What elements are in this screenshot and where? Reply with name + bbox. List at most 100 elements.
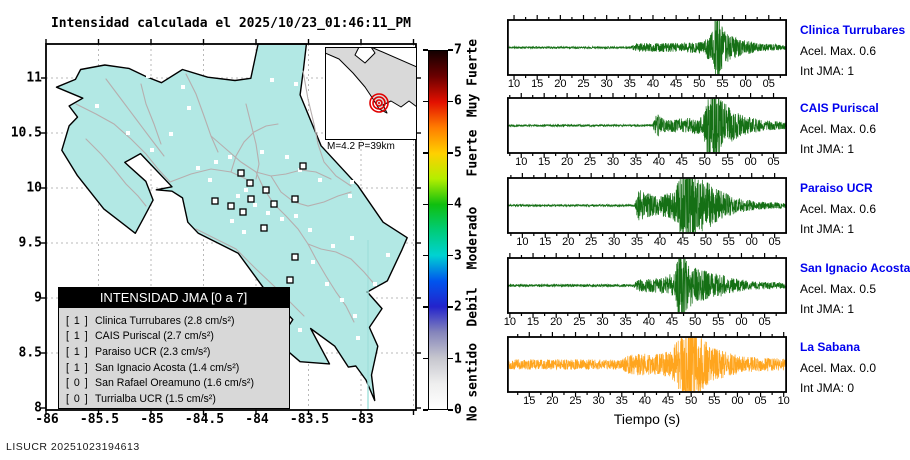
- colorbar-category-label: Muy Fuerte: [465, 39, 481, 118]
- footer-id: LISUCR 20251023194613: [6, 441, 140, 453]
- station-name: Clinica Turrubares: [800, 23, 906, 37]
- station-acel-max: Acel. Max. 0.6: [800, 202, 877, 216]
- time-tick-label: 55: [721, 156, 734, 168]
- station-marker: [363, 168, 367, 172]
- colorbar-value-label: 0: [454, 402, 462, 418]
- seismogram-frame: [506, 257, 788, 314]
- colorbar-tick: [423, 203, 428, 206]
- station-int-jma: Int JMA: 1: [800, 64, 855, 78]
- epicenter-inset-map: [325, 47, 417, 140]
- colorbar-tick: [423, 152, 428, 154]
- legend-item-intensity: [ 1 ]: [66, 361, 89, 374]
- waveform-trace: [508, 20, 786, 75]
- time-tick-label: 00: [731, 395, 744, 407]
- colorbar-tick: [448, 203, 453, 206]
- intensity-station-marker: [246, 179, 254, 187]
- time-tick-label: 20: [550, 316, 563, 328]
- lat-tick-label: 10: [26, 180, 42, 196]
- map-frame: [45, 43, 417, 411]
- time-tick-label: 10: [515, 156, 528, 168]
- legend-item-station: Paraiso UCR (2.3 cm/s²): [95, 345, 211, 358]
- lat-tick-label: 8: [34, 400, 42, 416]
- station-marker: [146, 74, 150, 78]
- waveform-trace: [508, 337, 786, 392]
- time-tick-label: 30: [606, 156, 620, 168]
- time-tick-label: 50: [685, 395, 698, 407]
- colorbar-category-label: Debil: [465, 287, 481, 327]
- time-tick-label: 05: [758, 316, 771, 328]
- intensity-station-marker: [237, 169, 245, 177]
- time-tick-label: 45: [661, 395, 675, 407]
- time-tick-label: 55: [716, 78, 729, 90]
- intensity-station-marker: [270, 200, 278, 208]
- intensity-station-markers: [211, 162, 307, 284]
- time-tick-label: 35: [630, 236, 644, 248]
- time-tick-label: 35: [623, 78, 636, 90]
- legend-item: [ 1 ] San Ignacio Acosta (1.4 cm/s²): [66, 360, 239, 375]
- time-ticks: [513, 15, 781, 80]
- time-tick-label: 00: [744, 156, 757, 168]
- time-tick-label: 40: [653, 236, 667, 248]
- station-marker: [260, 150, 264, 154]
- station-marker: [353, 314, 357, 318]
- colorbar-tick: [423, 306, 428, 308]
- colorbar-category-label: No sentido: [465, 342, 481, 421]
- colorbar-value-label: 2: [454, 299, 462, 315]
- colorbar-value-label: 6: [454, 93, 462, 109]
- station-marker: [280, 217, 284, 221]
- intensity-station-marker: [239, 208, 247, 216]
- colorbar-value-label: 1: [454, 351, 462, 367]
- station-marker: [95, 104, 99, 108]
- lon-tick-label: -84: [245, 412, 269, 427]
- time-tick-label: 45: [676, 236, 690, 248]
- time-tick-label: 40: [638, 395, 652, 407]
- legend-item: [ 1 ] Paraiso UCR (2.3 cm/s²): [66, 344, 210, 359]
- colorbar-tick: [448, 409, 453, 411]
- legend-item: [ 1 ] Clinica Turrubares (2.8 cm/s²): [66, 313, 235, 328]
- station-marker: [308, 228, 312, 232]
- station-marker: [150, 148, 154, 152]
- station-marker: [325, 282, 329, 286]
- station-name: CAIS Puriscal: [800, 101, 879, 115]
- station-markers: [95, 74, 390, 340]
- seismogram-5: [506, 332, 788, 397]
- page-title: Intensidad calculada el 2025/10/23_01:46…: [50, 16, 412, 31]
- station-marker: [311, 260, 315, 264]
- station-marker: [230, 219, 234, 223]
- time-tick-label: 25: [577, 78, 590, 90]
- colorbar-tick: [448, 152, 453, 154]
- time-tick-label: 55: [712, 316, 725, 328]
- time-tick-label: 10: [503, 316, 516, 328]
- intensity-station-marker: [291, 253, 299, 261]
- intensity-colorbar: [428, 50, 448, 410]
- legend-item: [ 0 ] San Rafael Oreamuno (1.6 cm/s²): [66, 376, 254, 391]
- station-marker: [266, 211, 270, 215]
- legend-item-station: San Ignacio Acosta (1.4 cm/s²): [95, 361, 240, 374]
- time-tick-label: 05: [768, 236, 781, 248]
- time-tick-label: 25: [573, 316, 586, 328]
- legend-item-intensity: [ 1 ]: [66, 330, 89, 343]
- colorbar-tick: [423, 49, 428, 51]
- time-tick-label: 25: [569, 395, 582, 407]
- station-marker: [294, 214, 298, 218]
- costa-rica-map: [41, 39, 421, 415]
- time-tick-label: 55: [722, 236, 735, 248]
- time-tick-label: 30: [600, 78, 613, 90]
- station-int-jma: Int JMA: 1: [800, 142, 855, 156]
- legend-item-station: CAIS Puriscal (2.7 cm/s²): [95, 330, 214, 343]
- station-marker: [169, 132, 173, 136]
- time-ticks: [509, 93, 775, 158]
- colorbar-tick: [423, 100, 428, 103]
- time-tick-label: 50: [698, 156, 711, 168]
- lat-tick-label: 9: [34, 290, 42, 306]
- intensity-station-marker: [211, 197, 219, 205]
- time-tick-label: 15: [523, 395, 536, 407]
- time-ticks: [509, 253, 777, 318]
- inset-landmass: [325, 47, 417, 114]
- station-marker: [318, 178, 322, 182]
- lon-tick-label: -85.5: [79, 412, 120, 427]
- station-marker: [373, 282, 377, 286]
- station-marker: [228, 155, 232, 159]
- magnitude-depth-label: M=4.2 P=39km: [327, 141, 395, 152]
- waveform-trace: [508, 98, 786, 153]
